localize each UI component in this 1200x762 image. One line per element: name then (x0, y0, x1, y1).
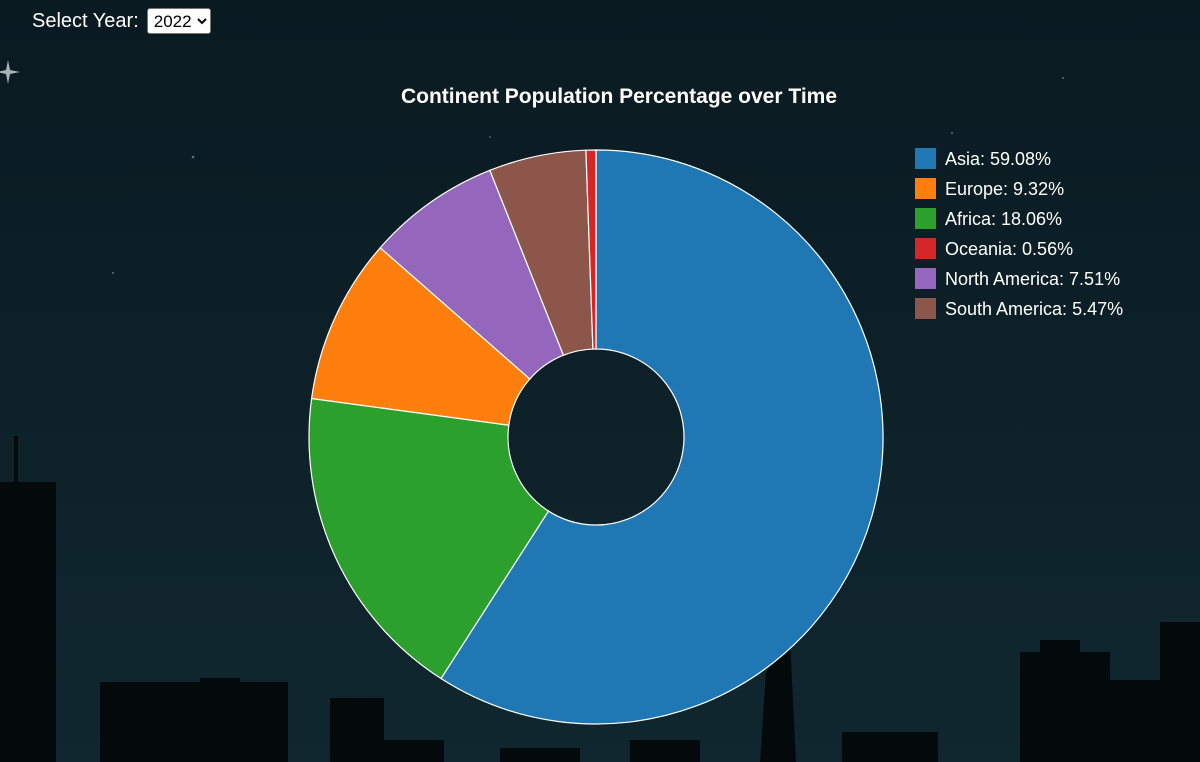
donut-slice-asia[interactable] (440, 149, 884, 725)
year-select[interactable]: 2022 (146, 8, 211, 34)
legend-swatch (915, 268, 936, 289)
legend-label: Europe: 9.32% (945, 179, 1064, 199)
chart-legend: Asia: 59.08% Europe: 9.32% Africa: 18.06% O… (915, 148, 1123, 319)
donut-slice-europe[interactable] (310, 246, 531, 426)
legend-label: Oceania: 0.56% (945, 239, 1073, 259)
legend-swatch (915, 208, 936, 229)
skyline-buildings (0, 436, 1200, 762)
donut-slice-oceania[interactable] (585, 149, 597, 350)
legend-label: Africa: 18.06% (945, 209, 1062, 229)
legend-swatch (915, 178, 936, 199)
star-dots (112, 77, 1064, 274)
sparkle-icon (0, 60, 20, 84)
legend-label: South America: 5.47% (945, 299, 1123, 319)
legend-swatch (915, 238, 936, 259)
donut-slices (308, 149, 884, 725)
year-selector: Select Year: 2022 (32, 8, 211, 34)
legend-swatch (915, 298, 936, 319)
legend-swatch (915, 148, 936, 169)
year-select-label: Select Year: (32, 9, 139, 32)
chart-title: Continent Population Percentage over Tim… (401, 85, 837, 108)
legend-label: Asia: 59.08% (945, 149, 1051, 169)
donut-slice-africa[interactable] (308, 397, 550, 680)
legend-label: North America: 7.51% (945, 269, 1120, 289)
